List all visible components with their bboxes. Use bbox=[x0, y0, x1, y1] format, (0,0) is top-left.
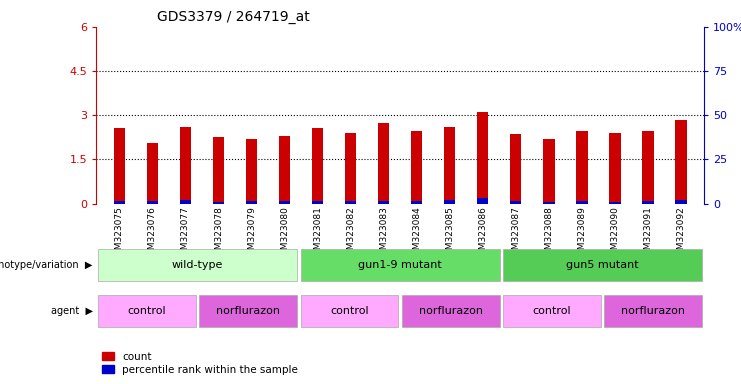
Text: control: control bbox=[533, 306, 571, 316]
Bar bbox=[199, 296, 297, 326]
Text: gun5 mutant: gun5 mutant bbox=[566, 260, 639, 270]
Bar bbox=[345, 200, 356, 204]
Text: norflurazon: norflurazon bbox=[419, 306, 483, 316]
Bar bbox=[411, 200, 422, 204]
Bar bbox=[642, 201, 654, 204]
Bar bbox=[576, 131, 588, 204]
Text: control: control bbox=[127, 306, 166, 316]
Bar bbox=[444, 127, 456, 204]
Bar bbox=[378, 122, 390, 204]
Bar bbox=[279, 202, 290, 204]
Bar bbox=[301, 250, 499, 280]
Text: gun1-9 mutant: gun1-9 mutant bbox=[358, 260, 442, 270]
Bar bbox=[402, 296, 499, 326]
Bar bbox=[147, 200, 159, 204]
Bar bbox=[675, 120, 687, 204]
Bar bbox=[543, 202, 554, 204]
Bar bbox=[503, 296, 601, 326]
Bar bbox=[510, 201, 522, 204]
Bar bbox=[477, 198, 488, 204]
Bar bbox=[180, 127, 191, 204]
Text: genotype/variation  ▶: genotype/variation ▶ bbox=[0, 260, 93, 270]
Bar bbox=[543, 139, 554, 204]
Bar bbox=[147, 143, 159, 204]
Bar bbox=[113, 128, 125, 204]
Bar bbox=[301, 296, 399, 326]
Bar bbox=[576, 201, 588, 204]
Bar bbox=[279, 136, 290, 204]
Text: agent  ▶: agent ▶ bbox=[50, 306, 93, 316]
Bar bbox=[675, 200, 687, 204]
Bar bbox=[312, 128, 323, 204]
Text: norflurazon: norflurazon bbox=[621, 306, 685, 316]
Bar bbox=[312, 200, 323, 204]
Bar bbox=[477, 112, 488, 204]
Text: control: control bbox=[330, 306, 369, 316]
Text: norflurazon: norflurazon bbox=[216, 306, 280, 316]
Bar bbox=[605, 296, 702, 326]
Bar bbox=[98, 296, 196, 326]
Bar bbox=[609, 133, 620, 204]
Bar bbox=[246, 201, 257, 204]
Bar bbox=[411, 131, 422, 204]
Bar bbox=[213, 202, 225, 204]
Bar bbox=[180, 200, 191, 204]
Bar bbox=[444, 200, 456, 204]
Bar bbox=[246, 139, 257, 204]
Bar bbox=[642, 131, 654, 204]
Text: GDS3379 / 264719_at: GDS3379 / 264719_at bbox=[157, 10, 310, 25]
Bar bbox=[510, 134, 522, 204]
Bar bbox=[113, 201, 125, 204]
Bar bbox=[213, 137, 225, 204]
Bar bbox=[98, 250, 297, 280]
Legend: count, percentile rank within the sample: count, percentile rank within the sample bbox=[102, 352, 298, 375]
Bar bbox=[345, 133, 356, 204]
Bar bbox=[503, 250, 702, 280]
Bar bbox=[609, 202, 620, 204]
Bar bbox=[378, 201, 390, 204]
Text: wild-type: wild-type bbox=[172, 260, 223, 270]
